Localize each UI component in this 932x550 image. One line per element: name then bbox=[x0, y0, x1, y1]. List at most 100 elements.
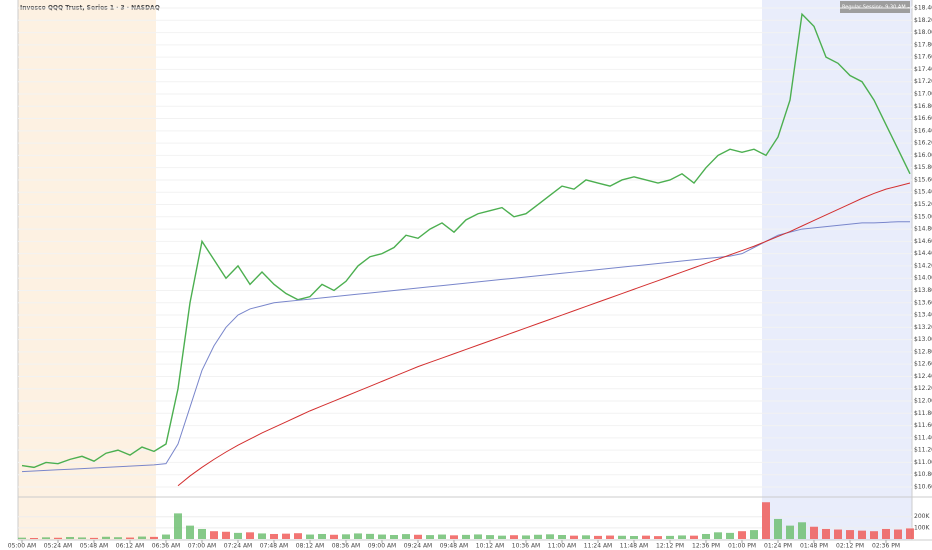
volume-bar bbox=[450, 535, 458, 539]
y-tick-label: $16.60 bbox=[914, 115, 932, 122]
volume-bar bbox=[30, 537, 38, 539]
volume-bar bbox=[366, 533, 374, 539]
annotation-box bbox=[840, 1, 910, 13]
x-tick-label: 07:00 AM bbox=[188, 543, 216, 550]
y-tick-label: $12.20 bbox=[914, 385, 932, 392]
y-tick-label: $13.60 bbox=[914, 299, 932, 306]
volume-bar bbox=[702, 533, 710, 539]
volume-bar bbox=[246, 532, 254, 539]
y-tick-label: $10.60 bbox=[914, 484, 932, 491]
volume-bar bbox=[582, 535, 590, 539]
volume-bar bbox=[666, 535, 674, 539]
volume-bar bbox=[54, 537, 62, 539]
y-tick-label: $11.80 bbox=[914, 410, 932, 417]
volume-bar bbox=[762, 502, 770, 539]
y-tick-label: $16.20 bbox=[914, 140, 932, 147]
volume-bar bbox=[150, 536, 158, 539]
volume-bar bbox=[474, 534, 482, 539]
y-tick-label: $16.40 bbox=[914, 127, 932, 134]
volume-bar bbox=[390, 534, 398, 539]
volume-bar bbox=[282, 533, 290, 539]
volume-bar bbox=[42, 537, 50, 539]
y-tick-label: $16.00 bbox=[914, 152, 932, 159]
y-tick-label: $11.00 bbox=[914, 459, 932, 466]
volume-bar bbox=[750, 530, 758, 539]
y-tick-label: $18.20 bbox=[914, 17, 932, 24]
volume-bar bbox=[114, 537, 122, 539]
volume-bar bbox=[258, 533, 266, 539]
volume-bar bbox=[594, 535, 602, 539]
y-tick-label: $13.80 bbox=[914, 287, 932, 294]
volume-bar bbox=[714, 532, 722, 539]
volume-bar bbox=[690, 535, 698, 539]
x-tick-label: 09:00 AM bbox=[368, 543, 396, 550]
volume-bar bbox=[294, 533, 302, 539]
volume-bar bbox=[894, 529, 902, 539]
volume-tick-label: 200K bbox=[914, 513, 930, 520]
volume-bar bbox=[822, 528, 830, 539]
y-tick-label: $11.60 bbox=[914, 422, 932, 429]
volume-bar bbox=[858, 530, 866, 539]
y-tick-label: $11.20 bbox=[914, 447, 932, 454]
x-tick-label: 01:24 PM bbox=[764, 543, 792, 550]
x-tick-label: 09:24 AM bbox=[404, 543, 432, 550]
volume-bar bbox=[78, 537, 86, 539]
volume-bar bbox=[90, 537, 98, 539]
volume-bar bbox=[510, 535, 518, 539]
volume-bar bbox=[18, 537, 26, 539]
volume-bar bbox=[222, 531, 230, 539]
volume-bar bbox=[798, 522, 806, 539]
x-tick-label: 06:12 AM bbox=[116, 543, 144, 550]
x-tick-label: 11:48 AM bbox=[620, 543, 648, 550]
x-tick-label: 10:36 AM bbox=[512, 543, 540, 550]
y-tick-label: $12.00 bbox=[914, 398, 932, 405]
volume-bar bbox=[174, 513, 182, 539]
x-tick-label: 05:48 AM bbox=[80, 543, 108, 550]
y-tick-label: $10.80 bbox=[914, 471, 932, 478]
y-tick-label: $11.40 bbox=[914, 434, 932, 441]
volume-tick-label: 100K bbox=[914, 524, 930, 531]
volume-bar bbox=[618, 535, 626, 539]
x-tick-label: 08:12 AM bbox=[296, 543, 324, 550]
x-tick-label: 05:00 AM bbox=[8, 543, 36, 550]
volume-bar bbox=[654, 536, 662, 539]
x-tick-label: 02:36 PM bbox=[872, 543, 900, 550]
volume-bar bbox=[270, 533, 278, 539]
volume-bar bbox=[66, 536, 74, 539]
volume-bar bbox=[630, 535, 638, 539]
volume-bar bbox=[378, 534, 386, 539]
volume-bar bbox=[786, 525, 794, 539]
volume-bar bbox=[462, 534, 470, 539]
volume-bar bbox=[162, 534, 170, 539]
volume-bar bbox=[486, 535, 494, 539]
y-tick-label: $12.80 bbox=[914, 348, 932, 355]
y-tick-label: $15.60 bbox=[914, 176, 932, 183]
volume-bar bbox=[522, 535, 530, 539]
volume-bar bbox=[810, 526, 818, 539]
y-tick-label: $17.80 bbox=[914, 41, 932, 48]
y-tick-label: $14.40 bbox=[914, 250, 932, 257]
y-tick-label: $14.80 bbox=[914, 226, 932, 233]
x-tick-label: 09:48 AM bbox=[440, 543, 468, 550]
volume-bar bbox=[198, 528, 206, 539]
y-tick-label: $17.20 bbox=[914, 78, 932, 85]
volume-bar bbox=[834, 529, 842, 539]
price-line bbox=[177, 182, 911, 487]
x-tick-label: 11:00 AM bbox=[548, 543, 576, 550]
volume-bar bbox=[342, 534, 350, 539]
y-tick-label: $14.60 bbox=[914, 238, 932, 245]
volume-bar bbox=[402, 534, 410, 539]
y-tick-label: $14.20 bbox=[914, 262, 932, 269]
volume-bar bbox=[846, 530, 854, 539]
x-tick-label: 01:00 PM bbox=[728, 543, 756, 550]
volume-bar bbox=[414, 534, 422, 539]
volume-bar bbox=[606, 535, 614, 539]
volume-bar bbox=[330, 534, 338, 539]
volume-bar bbox=[210, 531, 218, 539]
x-tick-label: 01:48 PM bbox=[800, 543, 828, 550]
volume-bar bbox=[558, 534, 566, 539]
x-tick-label: 07:48 AM bbox=[260, 543, 288, 550]
y-tick-label: $17.60 bbox=[914, 54, 932, 61]
y-tick-label: $12.60 bbox=[914, 361, 932, 368]
y-tick-label: $18.00 bbox=[914, 29, 932, 36]
